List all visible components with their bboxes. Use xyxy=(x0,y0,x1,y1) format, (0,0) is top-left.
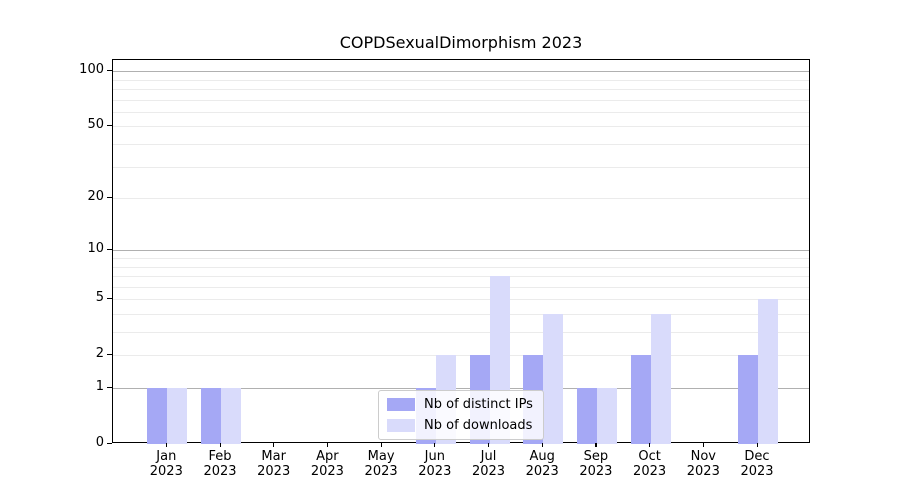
minor-gridline xyxy=(113,266,809,268)
minor-gridline xyxy=(113,332,809,333)
bar-nb-of-distinct-ips-sep xyxy=(576,388,597,444)
x-tick-label-jul: Jul 2023 xyxy=(471,449,506,479)
minor-gridline xyxy=(113,111,809,113)
x-tick-label-mar: Mar 2023 xyxy=(257,449,291,479)
x-tick-mark xyxy=(541,443,543,447)
bar-nb-of-downloads-jan xyxy=(167,388,188,444)
x-tick-mark xyxy=(595,443,597,447)
x-tick-label-sep: Sep 2023 xyxy=(579,449,613,479)
minor-gridline xyxy=(113,79,809,81)
minor-gridline xyxy=(113,144,809,145)
minor-gridline xyxy=(113,166,809,168)
plot-area xyxy=(112,59,810,444)
x-tick-mark xyxy=(702,443,704,447)
major-gridline xyxy=(113,250,809,252)
x-tick-mark xyxy=(273,443,275,447)
x-tick-mark xyxy=(649,443,651,447)
legend-label-downloads: Nb of downloads xyxy=(424,418,533,433)
x-tick-mark xyxy=(219,443,221,447)
legend-entry-distinct-ips: Nb of distinct IPs xyxy=(387,396,533,413)
bar-nb-of-downloads-feb xyxy=(221,388,241,444)
y-tick-mark xyxy=(107,248,112,250)
x-tick-label-may: May 2023 xyxy=(364,449,398,479)
x-tick-label-dec: Dec 2023 xyxy=(740,449,774,479)
x-tick-mark xyxy=(434,443,436,447)
y-tick-label: 100 xyxy=(79,62,104,78)
legend-swatch-downloads xyxy=(387,419,415,432)
minor-gridline xyxy=(113,99,809,101)
y-tick-label: 0 xyxy=(95,435,104,450)
minor-gridline xyxy=(113,198,809,200)
y-tick-label: 2 xyxy=(95,346,104,362)
x-tick-mark xyxy=(488,443,490,447)
x-tick-label-jan: Jan 2023 xyxy=(149,449,183,479)
bar-nb-of-downloads-sep xyxy=(596,388,617,444)
major-gridline xyxy=(113,71,809,73)
bar-nb-of-downloads-oct xyxy=(650,314,671,444)
bar-nb-of-distinct-ips-feb xyxy=(201,388,221,444)
bar-nb-of-downloads-aug xyxy=(543,314,564,444)
x-tick-label-aug: Aug 2023 xyxy=(525,449,559,479)
minor-gridline xyxy=(113,126,809,128)
x-tick-label-nov: Nov 2023 xyxy=(686,449,720,479)
bar-nb-of-distinct-ips-jan xyxy=(147,388,168,444)
y-tick-mark xyxy=(107,69,112,71)
y-tick-label: 5 xyxy=(95,290,104,306)
y-tick-label: 10 xyxy=(87,241,104,257)
x-tick-label-feb: Feb 2023 xyxy=(203,449,237,479)
y-tick-label: 1 xyxy=(95,379,104,394)
minor-gridline xyxy=(113,89,809,90)
x-tick-label-jun: Jun 2023 xyxy=(418,449,452,479)
y-tick-mark xyxy=(107,196,112,198)
bar-nb-of-distinct-ips-oct xyxy=(630,355,651,444)
x-tick-mark xyxy=(326,443,329,447)
minor-gridline xyxy=(113,276,809,277)
y-tick-mark xyxy=(107,386,112,388)
y-tick-label: 20 xyxy=(87,189,104,205)
bar-nb-of-distinct-ips-dec xyxy=(738,355,758,444)
x-tick-mark xyxy=(756,443,758,447)
x-tick-label-oct: Oct 2023 xyxy=(633,449,667,479)
minor-gridline xyxy=(113,299,809,301)
y-tick-mark xyxy=(107,297,112,299)
legend-swatch-distinct-ips xyxy=(387,398,415,411)
y-tick-mark xyxy=(107,124,112,127)
bar-nb-of-downloads-dec xyxy=(758,299,778,444)
legend: Nb of distinct IPs Nb of downloads xyxy=(378,390,544,440)
y-tick-label: 50 xyxy=(87,117,104,133)
x-tick-mark xyxy=(165,443,167,447)
major-gridline xyxy=(113,388,809,389)
chart-title: COPDSexualDimorphism 2023 xyxy=(339,33,583,52)
minor-gridline xyxy=(113,258,809,259)
minor-gridline xyxy=(113,314,809,315)
y-tick-mark xyxy=(107,353,112,355)
minor-gridline xyxy=(113,286,809,288)
x-tick-label-apr: Apr 2023 xyxy=(310,449,344,479)
x-tick-mark xyxy=(380,443,382,447)
minor-gridline xyxy=(113,355,809,357)
y-tick-mark xyxy=(107,442,112,444)
legend-entry-downloads: Nb of downloads xyxy=(387,417,533,434)
legend-label-distinct-ips: Nb of distinct IPs xyxy=(424,397,533,412)
